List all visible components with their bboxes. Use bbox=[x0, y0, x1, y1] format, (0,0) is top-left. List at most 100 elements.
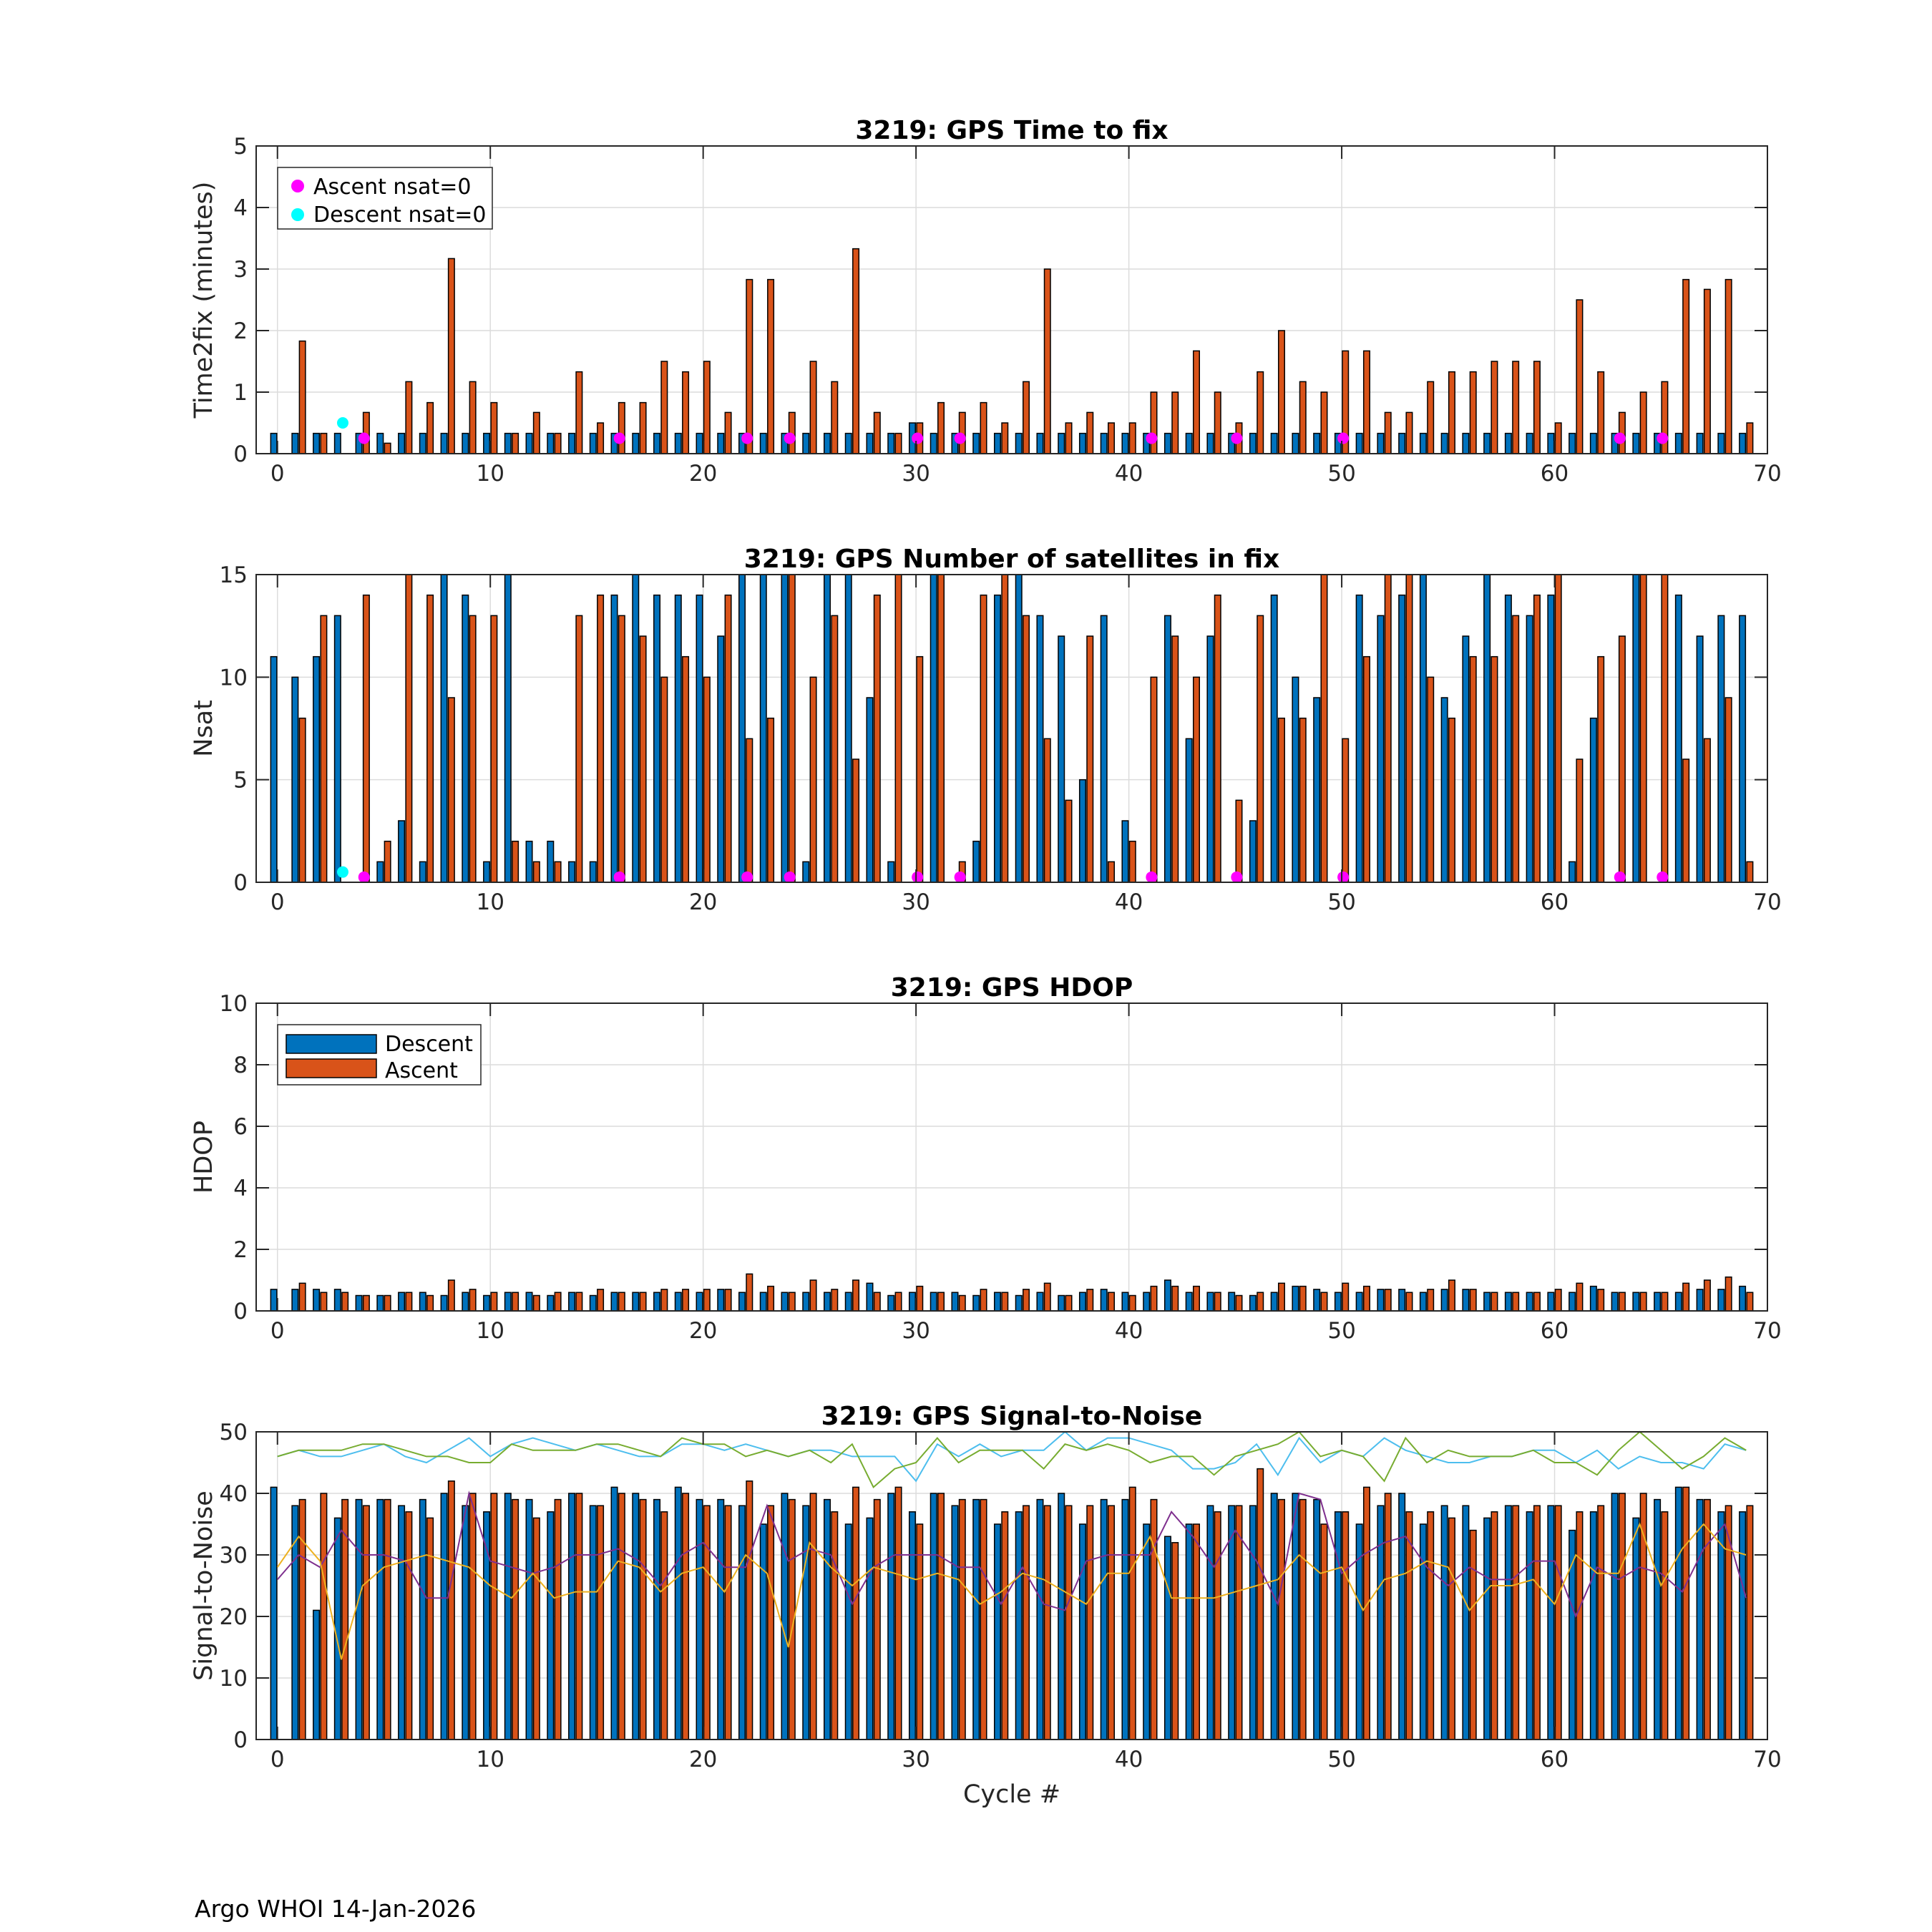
descent-bar bbox=[1377, 1505, 1385, 1740]
descent-bar bbox=[525, 432, 533, 454]
ascent-bar bbox=[1491, 361, 1498, 454]
ascent-bar bbox=[1597, 371, 1605, 454]
descent-bar bbox=[674, 1292, 682, 1312]
legend-label: Descent nsat=0 bbox=[313, 203, 486, 228]
descent-bar bbox=[1313, 1289, 1321, 1312]
ascent-bar bbox=[1533, 594, 1541, 883]
descent-bar bbox=[802, 861, 810, 883]
ascent-bar bbox=[1384, 1493, 1392, 1740]
descent-bar bbox=[270, 655, 278, 883]
descent-bar bbox=[1568, 1292, 1576, 1312]
y-tick-label: 0 bbox=[233, 441, 248, 467]
y-tick-label: 2 bbox=[233, 318, 248, 344]
ascent-nsat0-marker bbox=[784, 871, 796, 883]
descent-bar bbox=[1526, 1511, 1533, 1740]
y-tick-label: 3 bbox=[233, 257, 248, 283]
legend-label: Descent bbox=[385, 1032, 473, 1057]
ascent-bar bbox=[575, 1292, 583, 1312]
descent-bar bbox=[1717, 1289, 1725, 1312]
descent-bar bbox=[824, 574, 831, 883]
ascent-bar bbox=[1724, 1276, 1732, 1312]
descent-bar bbox=[1398, 432, 1406, 454]
descent-bar bbox=[462, 432, 469, 454]
descent-bar bbox=[1100, 1289, 1108, 1312]
descent-bar bbox=[1483, 1517, 1491, 1740]
ascent-bar bbox=[1576, 299, 1584, 454]
ascent-bar bbox=[1661, 1292, 1669, 1312]
descent-bar bbox=[1632, 574, 1640, 883]
ascent-bar bbox=[1299, 1498, 1307, 1740]
descent-bar bbox=[568, 432, 576, 454]
descent-bar bbox=[1036, 615, 1044, 883]
ascent-bar bbox=[1724, 1505, 1732, 1740]
x-tick-label: 20 bbox=[689, 461, 717, 487]
ascent-bar bbox=[469, 1493, 477, 1740]
ascent-bar bbox=[405, 1511, 413, 1740]
ascent-bar bbox=[490, 1493, 498, 1740]
ascent-bar bbox=[767, 1285, 775, 1312]
ascent-bar bbox=[1108, 861, 1116, 883]
ascent-bar bbox=[1128, 1486, 1136, 1740]
ascent-bar bbox=[1661, 574, 1669, 883]
descent-bar bbox=[1419, 432, 1427, 454]
descent-bar bbox=[1696, 1289, 1704, 1312]
descent-bar bbox=[653, 1498, 661, 1740]
ascent-bar bbox=[1235, 1294, 1243, 1312]
descent-bar bbox=[930, 1493, 937, 1740]
ascent-nsat0-marker bbox=[1614, 871, 1626, 883]
ascent-bar bbox=[1257, 371, 1264, 454]
descent-bar bbox=[270, 1486, 278, 1740]
ascent-bar bbox=[1405, 1292, 1413, 1312]
descent-bar bbox=[887, 432, 895, 454]
descent-bar bbox=[1398, 1493, 1406, 1740]
descent-bar bbox=[1206, 1505, 1214, 1740]
descent-bar bbox=[1526, 432, 1533, 454]
snr-line-2 bbox=[277, 1430, 1747, 1489]
ascent-bar bbox=[980, 401, 987, 454]
ascent-bar bbox=[809, 1493, 817, 1740]
ascent-bar bbox=[1277, 717, 1285, 883]
descent-bar bbox=[1185, 738, 1193, 883]
ascent-bar bbox=[1618, 635, 1626, 883]
descent-bar bbox=[291, 1289, 299, 1312]
ascent-bar bbox=[384, 1294, 391, 1312]
ascent-bar bbox=[1043, 268, 1051, 454]
ascent-nsat0-marker bbox=[954, 871, 966, 883]
ascent-bar bbox=[469, 1289, 477, 1312]
ascent-bar bbox=[724, 411, 732, 454]
y-tick-label: 1 bbox=[233, 380, 248, 406]
descent-bar bbox=[504, 432, 512, 454]
descent-bar bbox=[355, 1498, 363, 1740]
ascent-bar bbox=[1469, 371, 1477, 454]
descent-bar bbox=[547, 1294, 555, 1312]
y-tick-label: 10 bbox=[220, 991, 248, 1017]
descent-bar bbox=[1036, 1498, 1044, 1740]
panel-4: 0 10 20 30 40 50 60 70 0 10 20 30 40 50 3219: GPS Sign… bbox=[190, 1402, 1782, 1809]
ascent-bar bbox=[894, 432, 902, 454]
descent-bar bbox=[887, 1294, 895, 1312]
ascent-bar bbox=[447, 258, 455, 454]
descent-bar bbox=[844, 1292, 852, 1312]
ascent-bar bbox=[405, 574, 413, 883]
descent-bar bbox=[1462, 432, 1470, 454]
descent-bar bbox=[1078, 1523, 1086, 1740]
descent-bar bbox=[632, 432, 640, 454]
ascent-bar bbox=[1618, 1493, 1626, 1740]
descent-bar bbox=[1739, 615, 1747, 883]
x-tick-label: 10 bbox=[476, 889, 504, 915]
ascent-bar bbox=[1703, 1498, 1711, 1740]
ascent-bar bbox=[746, 278, 753, 454]
y-tick-label: 4 bbox=[233, 195, 248, 221]
descent-bar bbox=[1078, 779, 1086, 883]
descent-bar bbox=[1143, 1523, 1151, 1740]
ascent-bar bbox=[767, 717, 775, 883]
descent-bar bbox=[547, 840, 555, 883]
ascent-bar bbox=[1724, 278, 1732, 454]
descent-bar bbox=[504, 1493, 512, 1740]
x-tick-label: 0 bbox=[270, 461, 285, 487]
ascent-nsat0-marker bbox=[1231, 871, 1243, 883]
ascent-nsat0-marker bbox=[358, 432, 370, 444]
ascent-bar bbox=[1192, 1285, 1200, 1312]
descent-bar bbox=[419, 432, 426, 454]
